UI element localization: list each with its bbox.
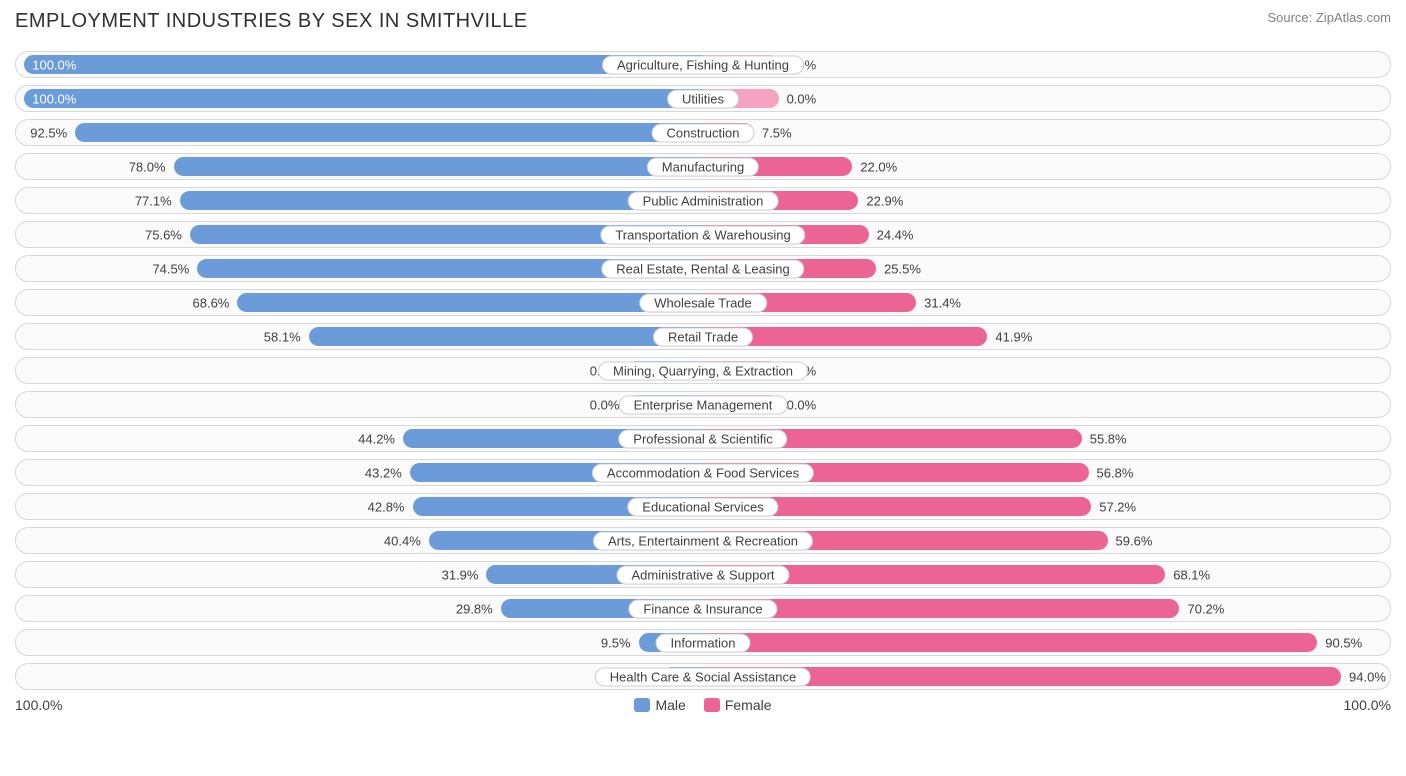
chart-row: 40.4% 59.6% Arts, Entertainment & Recreati… <box>15 527 1391 554</box>
category-label: Construction <box>652 123 755 142</box>
category-label: Retail Trade <box>653 327 753 346</box>
male-pct-label: 74.5% <box>152 261 189 276</box>
female-pct-label: 31.4% <box>924 295 961 310</box>
category-label: Finance & Insurance <box>628 599 777 618</box>
chart-row: 42.8% 57.2% Educational Services <box>15 493 1391 520</box>
female-pct-label: 57.2% <box>1099 499 1136 514</box>
male-pct-label: 75.6% <box>145 227 182 242</box>
category-label: Real Estate, Rental & Leasing <box>601 259 804 278</box>
legend-female-label: Female <box>725 697 772 713</box>
chart-header: EMPLOYMENT INDUSTRIES BY SEX IN SMITHVIL… <box>15 10 1391 33</box>
male-pct-label: 0.0% <box>590 397 620 412</box>
category-label: Information <box>655 633 750 652</box>
chart-row: 43.2% 56.8% Accommodation & Food Services <box>15 459 1391 486</box>
male-bar <box>24 89 703 108</box>
male-bar <box>180 191 703 210</box>
category-label: Health Care & Social Assistance <box>595 667 811 686</box>
category-label: Mining, Quarrying, & Extraction <box>598 361 808 380</box>
male-bar <box>75 123 703 142</box>
chart-row: 0.0%0.0%Mining, Quarrying, & Extraction <box>15 357 1391 384</box>
category-label: Wholesale Trade <box>639 293 767 312</box>
female-pct-label: 22.9% <box>866 193 903 208</box>
chart-row: 9.5% 90.5% Information <box>15 629 1391 656</box>
female-pct-label: 68.1% <box>1173 567 1210 582</box>
chart-source: Source: ZipAtlas.com <box>1267 10 1391 25</box>
male-pct-label: 42.8% <box>368 499 405 514</box>
female-pct-label: 70.2% <box>1187 601 1224 616</box>
legend-female-swatch <box>704 698 720 712</box>
female-pct-label: 24.4% <box>877 227 914 242</box>
chart-row: 44.2% 55.8% Professional & Scientific <box>15 425 1391 452</box>
male-pct-label: 100.0% <box>32 91 76 106</box>
female-pct-label: 90.5% <box>1325 635 1362 650</box>
male-pct-label: 100.0% <box>32 57 76 72</box>
male-pct-label: 9.5% <box>601 635 631 650</box>
male-pct-label: 29.8% <box>456 601 493 616</box>
female-bar <box>703 633 1317 652</box>
category-label: Accommodation & Food Services <box>592 463 814 482</box>
male-pct-label: 77.1% <box>135 193 172 208</box>
axis-left-label: 100.0% <box>15 697 62 713</box>
chart-row: 68.6% 31.4% Wholesale Trade <box>15 289 1391 316</box>
female-pct-label: 41.9% <box>995 329 1032 344</box>
chart-row: 29.8% 70.2% Finance & Insurance <box>15 595 1391 622</box>
legend-male-swatch <box>634 698 650 712</box>
chart-row: 77.1% 22.9% Public Administration <box>15 187 1391 214</box>
chart-row: 100.0% 0.0% Utilities <box>15 85 1391 112</box>
category-label: Public Administration <box>628 191 779 210</box>
category-label: Manufacturing <box>647 157 759 176</box>
female-pct-label: 22.0% <box>860 159 897 174</box>
chart-footer: 100.0% Male Female 100.0% <box>15 697 1391 713</box>
legend-male: Male <box>634 697 685 713</box>
chart-row: 6.0%94.0%Health Care & Social Assistance <box>15 663 1391 690</box>
category-label: Arts, Entertainment & Recreation <box>593 531 813 550</box>
female-pct-label: 94.0% <box>1349 669 1386 684</box>
female-pct-label: 7.5% <box>762 125 792 140</box>
legend-female: Female <box>704 697 772 713</box>
category-label: Utilities <box>667 89 739 108</box>
category-label: Enterprise Management <box>619 395 788 414</box>
male-bar <box>237 293 703 312</box>
male-pct-label: 68.6% <box>193 295 230 310</box>
male-bar <box>174 157 703 176</box>
category-label: Administrative & Support <box>616 565 789 584</box>
chart-title: EMPLOYMENT INDUSTRIES BY SEX IN SMITHVIL… <box>15 10 528 33</box>
category-label: Agriculture, Fishing & Hunting <box>602 55 804 74</box>
male-pct-label: 31.9% <box>442 567 479 582</box>
chart-row: 0.0% 0.0%Enterprise Management <box>15 391 1391 418</box>
chart-row: 31.9% 68.1% Administrative & Support <box>15 561 1391 588</box>
legend-male-label: Male <box>655 697 685 713</box>
male-pct-label: 92.5% <box>30 125 67 140</box>
chart-row: 78.0% 22.0% Manufacturing <box>15 153 1391 180</box>
chart-row: 92.5% 7.5% Construction <box>15 119 1391 146</box>
male-pct-label: 40.4% <box>384 533 421 548</box>
category-label: Educational Services <box>627 497 778 516</box>
category-label: Professional & Scientific <box>618 429 787 448</box>
female-pct-label: 0.0% <box>787 91 817 106</box>
chart-row: 75.6% 24.4% Transportation & Warehousing <box>15 221 1391 248</box>
axis-right-label: 100.0% <box>1344 697 1391 713</box>
female-pct-label: 55.8% <box>1090 431 1127 446</box>
male-pct-label: 44.2% <box>358 431 395 446</box>
chart-row: 58.1% 41.9% Retail Trade <box>15 323 1391 350</box>
female-pct-label: 0.0% <box>787 397 817 412</box>
female-pct-label: 56.8% <box>1097 465 1134 480</box>
chart-legend: Male Female <box>62 697 1343 713</box>
category-label: Transportation & Warehousing <box>600 225 805 244</box>
female-pct-label: 25.5% <box>884 261 921 276</box>
chart-row: 74.5% 25.5% Real Estate, Rental & Leasing <box>15 255 1391 282</box>
chart-row: 100.0%0.0%Agriculture, Fishing & Hunting <box>15 51 1391 78</box>
female-pct-label: 59.6% <box>1116 533 1153 548</box>
male-pct-label: 43.2% <box>365 465 402 480</box>
male-pct-label: 78.0% <box>129 159 166 174</box>
male-pct-label: 58.1% <box>264 329 301 344</box>
chart-area: 100.0%0.0%Agriculture, Fishing & Hunting… <box>15 51 1391 690</box>
male-bar <box>309 327 703 346</box>
